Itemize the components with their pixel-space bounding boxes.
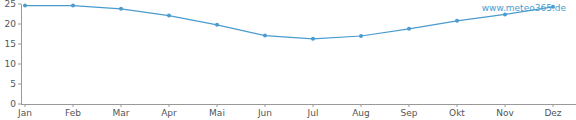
x-tick <box>121 104 122 107</box>
point <box>407 27 411 31</box>
y-tick-label: 10 <box>5 59 17 69</box>
y-tick-label: 0 <box>10 99 16 109</box>
point <box>311 37 315 41</box>
x-tick-label: Feb <box>65 108 81 118</box>
x-tick-label: Mar <box>113 108 130 118</box>
x-tick-label: Jun <box>257 108 272 118</box>
x-tick <box>25 104 26 107</box>
point <box>215 23 219 27</box>
x-axis <box>21 104 576 105</box>
x-tick-label: Sep <box>401 108 418 118</box>
x-tick <box>361 104 362 107</box>
point <box>119 7 123 11</box>
x-tick <box>409 104 410 107</box>
x-tick <box>313 104 314 107</box>
y-tick <box>18 84 21 85</box>
series-line <box>25 6 553 39</box>
x-tick <box>169 104 170 107</box>
chart-svg: 0 5 10 15 20 25 Jan Feb Mar Apr Mai Jun Jul Aug Sep Okt… <box>0 0 576 120</box>
plot-area <box>23 4 555 41</box>
y-tick-label: 15 <box>5 39 16 49</box>
chart-root: 0 5 10 15 20 25 Jan Feb Mar Apr Mai Jun Jul Aug Sep Okt… <box>0 0 576 120</box>
point <box>263 34 267 38</box>
x-tick-label: Jan <box>17 108 32 118</box>
y-axis <box>21 4 22 104</box>
x-tick <box>73 104 74 107</box>
watermark: www.meteo365.de <box>482 3 567 13</box>
x-tick <box>553 104 554 107</box>
y-tick <box>18 104 21 105</box>
y-tick-label: 5 <box>10 79 16 89</box>
y-tick-label: 25 <box>5 0 16 9</box>
point <box>167 14 171 18</box>
x-tick <box>505 104 506 107</box>
y-tick <box>18 24 21 25</box>
x-tick-label: Apr <box>161 108 177 118</box>
point <box>359 34 363 38</box>
x-tick-label: Mai <box>209 108 225 118</box>
point <box>455 19 459 23</box>
y-tick <box>18 44 21 45</box>
x-tick-label: Nov <box>496 108 514 118</box>
y-tick <box>18 4 21 5</box>
x-tick <box>217 104 218 107</box>
point <box>71 4 75 8</box>
x-tick-label: Dez <box>544 108 561 118</box>
x-tick-label: Okt <box>449 108 465 118</box>
x-tick <box>457 104 458 107</box>
x-tick-label: Jul <box>307 108 319 118</box>
y-tick-label: 20 <box>5 19 17 29</box>
point <box>503 12 507 16</box>
point <box>23 4 27 8</box>
y-tick <box>18 64 21 65</box>
x-tick <box>265 104 266 107</box>
x-tick-label: Aug <box>352 108 370 118</box>
